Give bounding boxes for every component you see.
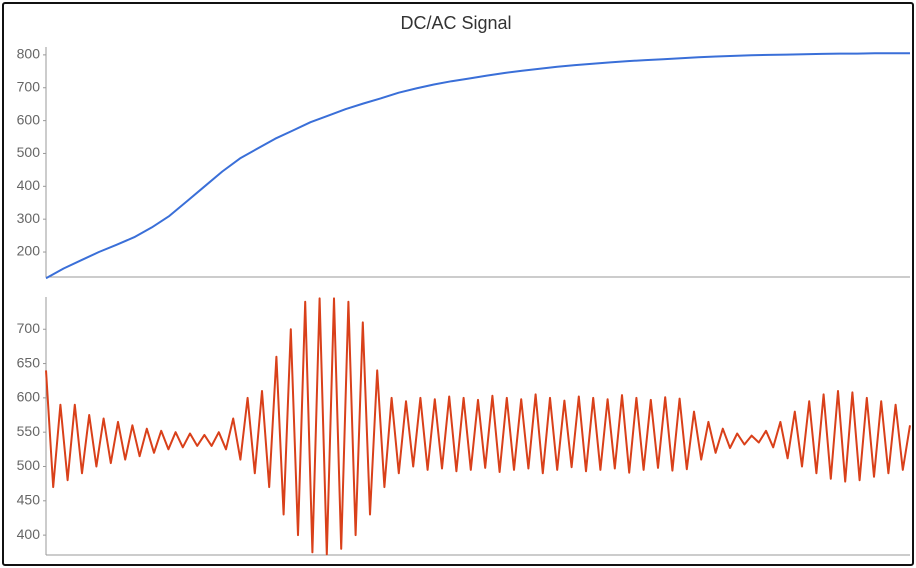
y-tick-label: 500 <box>17 457 41 473</box>
y-tick-label: 400 <box>17 526 41 542</box>
signal-line <box>45 52 910 280</box>
y-tick-label: 400 <box>17 177 41 193</box>
y-tick-label: 800 <box>17 46 41 62</box>
y-tick-label: 650 <box>17 354 41 370</box>
y-tick-label: 450 <box>17 491 41 507</box>
chart: DC/AC Signal 200 300 400 500 600 700 800 400 450… <box>17 13 911 556</box>
y-tick-label: 550 <box>17 423 41 439</box>
signal-line <box>45 297 911 556</box>
y-tick-label: 600 <box>17 389 41 405</box>
chart-title: DC/AC Signal <box>400 13 511 33</box>
y-tick-label: 600 <box>17 111 41 127</box>
y-tick-label: 200 <box>17 243 41 259</box>
y-tick-label: 700 <box>17 320 41 336</box>
y-tick-label: 300 <box>17 210 41 226</box>
y-tick-label: 500 <box>17 144 41 160</box>
y-tick-label: 700 <box>17 78 41 94</box>
